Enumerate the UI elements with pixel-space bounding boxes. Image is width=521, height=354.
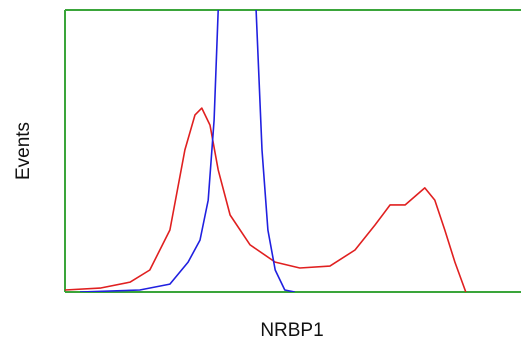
series-line (65, 107, 467, 292)
x-axis-label: NRBP1 (260, 320, 323, 341)
y-axis-label: Events (13, 122, 34, 180)
plot-area (65, 10, 467, 292)
series-line (79, 10, 295, 292)
